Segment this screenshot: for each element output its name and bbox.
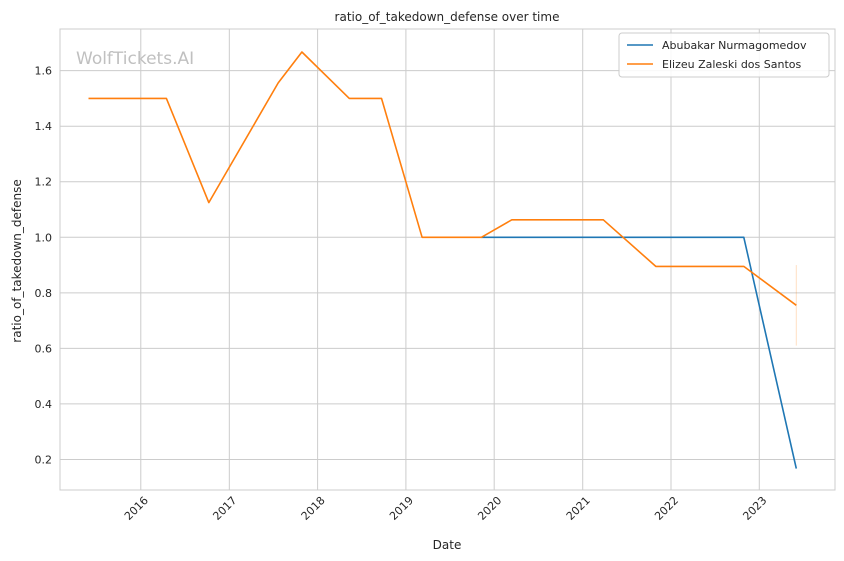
plot-frame: [59, 28, 836, 491]
legend-label-1: Elizeu Zaleski dos Santos: [662, 58, 802, 71]
y-tick-label: 1.4: [35, 120, 53, 133]
y-tick-label: 0.8: [35, 287, 53, 300]
x-axis-label: Date: [433, 538, 462, 552]
series-1-line: [88, 51, 797, 306]
y-tick-label: 1.6: [35, 65, 53, 78]
y-tick-label: 0.2: [35, 453, 53, 466]
series-layer: [88, 51, 798, 469]
y-tick-label: 1.0: [35, 231, 53, 244]
y-tick-label: 1.2: [35, 176, 53, 189]
y-tick-label: 0.6: [35, 342, 53, 355]
legend-box: [618, 32, 830, 78]
legend: Abubakar Nurmagomedov Elizeu Zaleski dos …: [618, 32, 830, 78]
chart-title: ratio_of_takedown_defense over time: [335, 10, 560, 24]
series-0-line: [481, 236, 798, 469]
y-tick-label: 0.4: [35, 398, 53, 411]
watermark: WolfTickets.AI: [76, 49, 194, 69]
legend-items: Abubakar Nurmagomedov Elizeu Zaleski dos …: [627, 39, 807, 71]
legend-label-0: Abubakar Nurmagomedov: [662, 39, 807, 52]
y-axis-label: ratio_of_takedown_defense: [10, 179, 24, 342]
y-axis-ticks: 0.2 0.4 0.6 0.8 1.0 1.2 1.4 1.6: [35, 65, 53, 467]
